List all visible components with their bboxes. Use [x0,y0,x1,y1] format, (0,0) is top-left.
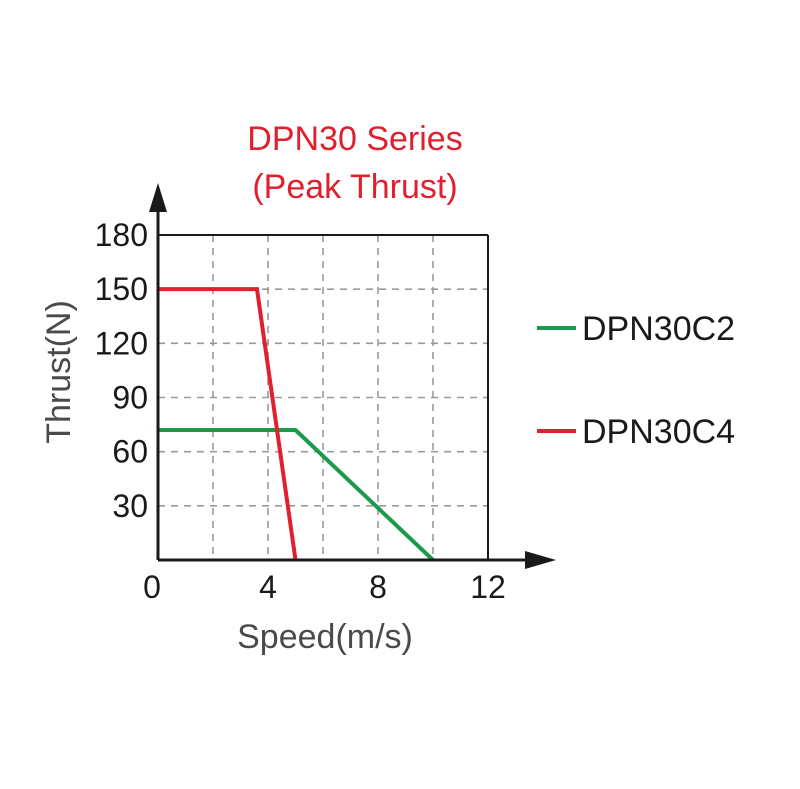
y-tick-label: 90 [112,380,148,416]
series-lines [158,287,435,562]
y-axis-arrow-icon [149,183,167,212]
series-line-dpn30c4 [158,287,298,561]
axes [149,183,556,569]
series-line-dpn30c2 [158,428,435,562]
legend-label: DPN30C4 [582,413,735,451]
x-tick-label: 12 [470,569,506,605]
chart-title: DPN30 Series (Peak Thrust) [247,120,462,206]
x-tick-label: 4 [259,569,277,605]
y-tick-label: 60 [112,434,148,470]
legend: DPN30C2 DPN30C4 [537,310,735,451]
y-axis-label: Thrust(N) [40,300,78,444]
x-tick-label: 8 [369,569,387,605]
chart-title-line-1: DPN30 Series [247,120,462,158]
chart-title-line-2: (Peak Thrust) [252,168,457,206]
tick-labels: 0 4 8 12 30 60 90 120 150 180 [95,217,506,605]
x-axis-arrow-icon [525,551,556,569]
legend-label: DPN30C2 [582,310,735,348]
y-tick-label: 30 [112,488,148,524]
y-tick-label: 120 [95,325,148,361]
grid [158,235,488,560]
x-tick-label: 0 [143,569,161,605]
x-axis-label: Speed(m/s) [237,618,413,656]
y-tick-label: 150 [95,271,148,307]
y-tick-label: 180 [95,217,148,253]
